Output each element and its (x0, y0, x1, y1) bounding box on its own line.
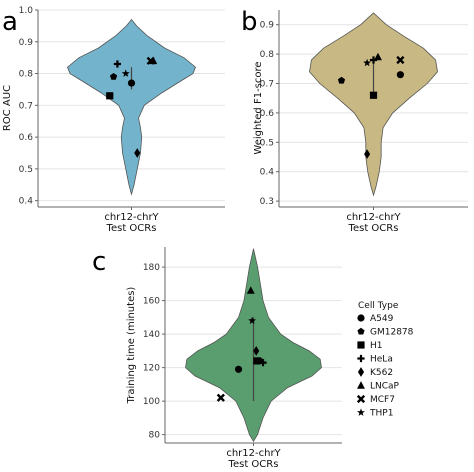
y-tick-label: 80 (149, 431, 161, 441)
legend-item: MCF7 (356, 394, 395, 405)
y-tick-label: 0.5 (19, 165, 33, 175)
x-axis-label: Test OCRs (228, 459, 279, 470)
data-point-h1 (253, 357, 261, 365)
y-tick-label: 140 (143, 330, 160, 340)
legend-marker-h1 (357, 341, 365, 349)
y-tick-label: 0.9 (260, 21, 275, 31)
y-tick-label: 0.5 (260, 138, 274, 148)
x-tick-label: chr12-chrY (226, 448, 281, 459)
legend-marker-thp1 (357, 408, 365, 416)
y-tick-label: 0.4 (260, 168, 275, 178)
legend-item: K562 (357, 367, 393, 378)
data-point-thp1 (363, 58, 372, 67)
legend-label: HeLa (370, 355, 393, 365)
legend-label: H1 (370, 341, 383, 351)
y-tick-label: 0.7 (19, 101, 33, 111)
violin-body (309, 12, 438, 197)
violin-body (67, 18, 196, 196)
data-point-lncap (374, 52, 382, 61)
data-point-hela (259, 358, 267, 367)
data-point-thp1 (121, 69, 130, 77)
legend-marker-k562 (357, 367, 365, 377)
data-point-a549 (234, 365, 243, 373)
x-tick-label: chr12-chrY (346, 212, 401, 223)
data-point-k562 (134, 148, 141, 158)
data-point-h1 (369, 91, 378, 99)
legend-marker-hela (357, 354, 365, 363)
x-axis-label: Test OCRs (106, 223, 157, 234)
panel-letter-b: b (241, 7, 258, 37)
data-point-gm12878 (337, 76, 346, 84)
legend-marker-a549 (357, 314, 365, 322)
y-tick-label: 180 (143, 263, 160, 273)
y-tick-label: 120 (143, 364, 160, 374)
legend-item: THP1 (357, 408, 393, 419)
y-axis-label: ROC AUC (2, 85, 13, 131)
data-point-mcf7 (216, 393, 225, 402)
y-tick-label: 0.7 (260, 80, 274, 90)
legend-marker-gm12878 (357, 327, 365, 335)
panel-letter-c: c (92, 247, 106, 277)
legend-item: A549 (357, 314, 394, 324)
y-tick-label: 1.0 (19, 6, 34, 16)
legend: Cell Type A549 GM12878 H1 HeLa K562 LNCaP MCF7 T… (356, 301, 414, 419)
y-axis-label: Weighted F1-score (253, 61, 264, 154)
data-point-mcf7 (396, 55, 405, 65)
data-point-k562 (364, 149, 371, 159)
legend-item: GM12878 (357, 327, 414, 338)
panel-letter-a: a (2, 7, 18, 37)
legend-label: A549 (370, 314, 394, 324)
data-point-hela (113, 60, 122, 68)
legend-marker-lncap (357, 381, 365, 389)
data-point-mcf7 (146, 56, 155, 65)
y-tick-label: 100 (143, 397, 160, 407)
legend-label: THP1 (369, 409, 393, 419)
legend-label: MCF7 (370, 395, 395, 405)
y-tick-label: 0.9 (19, 38, 34, 48)
data-point-a549 (396, 71, 404, 79)
y-tick-label: 0.6 (260, 109, 275, 119)
legend-item: LNCaP (357, 381, 400, 392)
data-point-gm12878 (109, 72, 118, 80)
data-point-k562 (253, 346, 260, 356)
data-point-thp1 (248, 316, 257, 325)
data-point-a549 (127, 79, 136, 87)
y-tick-label: 0.8 (19, 70, 34, 80)
legend-marker-mcf7 (356, 394, 366, 404)
legend-label: GM12878 (370, 328, 414, 338)
legend-item: HeLa (357, 354, 393, 365)
legend-label: LNCaP (370, 382, 400, 392)
data-point-lncap (246, 286, 255, 294)
legend-title: Cell Type (358, 301, 399, 311)
x-tick-label: chr12-chrY (104, 212, 159, 223)
y-axis-label: Training time (minutes) (126, 287, 137, 405)
x-axis-label: Test OCRs (348, 223, 399, 234)
data-point-h1 (106, 92, 114, 100)
legend-label: K562 (370, 368, 393, 378)
y-tick-label: 0.3 (260, 197, 274, 207)
y-tick-label: 0.6 (19, 133, 34, 143)
legend-item: H1 (357, 341, 383, 351)
y-tick-label: 0.8 (260, 50, 275, 60)
y-tick-label: 160 (143, 297, 160, 307)
y-tick-label: 0.4 (19, 197, 34, 207)
